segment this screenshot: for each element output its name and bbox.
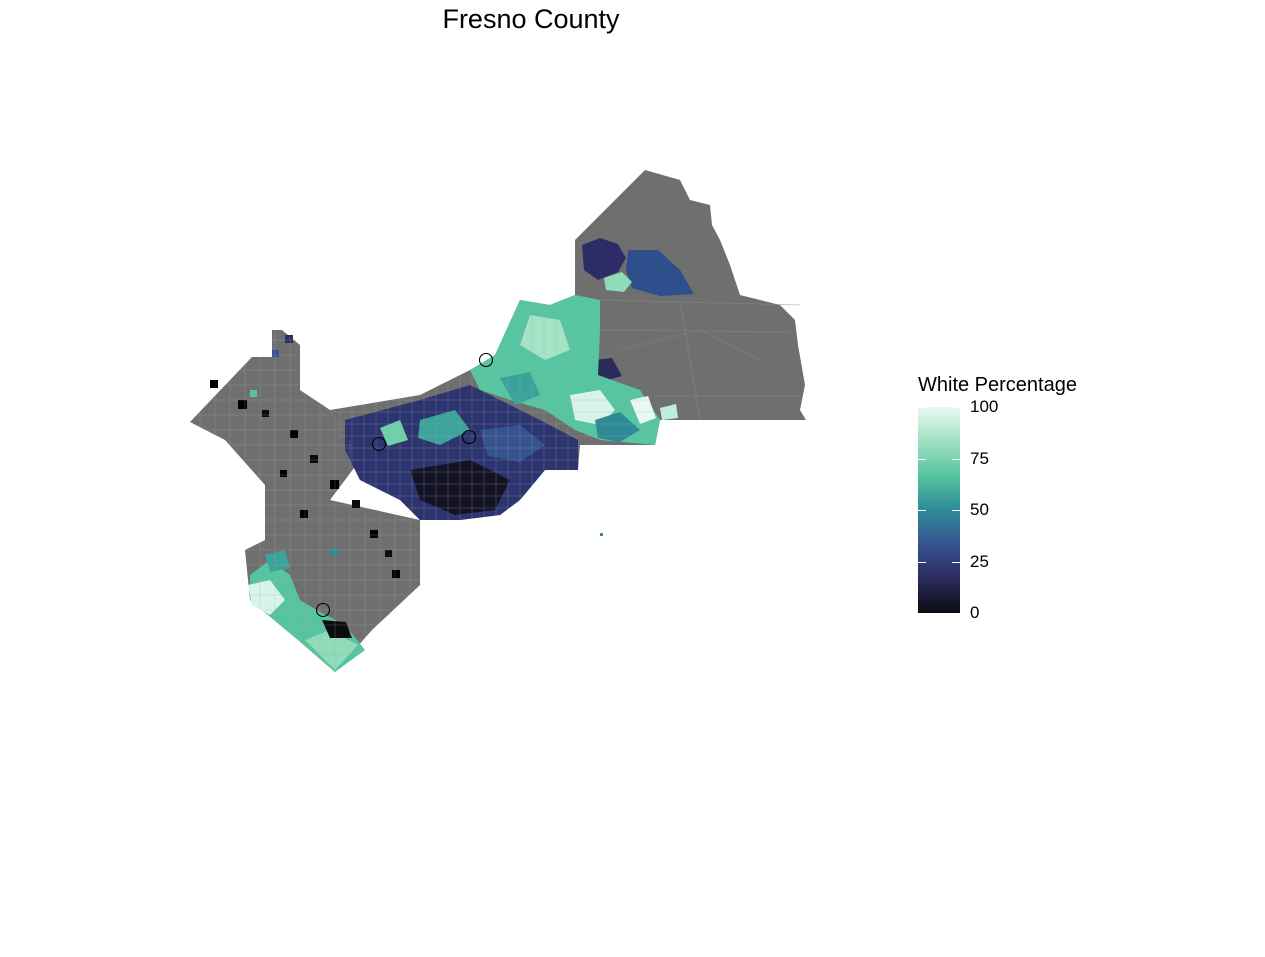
tract-w10 (370, 530, 378, 538)
marker-center (461, 429, 477, 445)
legend-tick-mark (952, 458, 960, 460)
tract-w16 (385, 550, 392, 557)
small-outlier-parcel (600, 533, 603, 536)
tract-w2 (238, 400, 247, 409)
legend-tick-label: 50 (970, 500, 989, 519)
marker-north (478, 352, 494, 368)
tract-southwest-pale (248, 580, 285, 615)
legend-tick-label: 75 (970, 448, 989, 468)
tract-w15 (392, 570, 400, 578)
tract-southwest-black (322, 620, 352, 638)
tract-metro-mint (380, 420, 408, 446)
legend-tick-mark (952, 613, 960, 614)
tract-north-lake (582, 238, 626, 280)
tract-mid-dark (594, 358, 622, 382)
legend-tick-mark (952, 407, 960, 408)
marker-west (371, 436, 387, 452)
tract-w14 (285, 335, 293, 343)
tract-foothills-light (520, 315, 570, 360)
tract-patches (210, 238, 694, 672)
tract-foothills-teal (595, 412, 640, 442)
legend-title: White Percentage (918, 374, 1077, 396)
tract-w13 (272, 350, 279, 357)
tract-w12 (250, 390, 257, 397)
tract-w3 (262, 410, 269, 417)
tract-metro (345, 385, 578, 520)
tract-w5 (310, 455, 318, 463)
tract-w11 (330, 548, 338, 556)
tract-w8 (352, 500, 360, 508)
tract-w1 (210, 380, 218, 388)
legend-tick-mark (952, 510, 960, 511)
legend-tick-label: 0 (970, 603, 980, 622)
legend-tick-label: 100 (970, 397, 999, 416)
legend-tick-mark (918, 561, 926, 563)
east-roads (599, 299, 801, 421)
tract-small-lake (604, 272, 632, 292)
marker-southwest (315, 602, 331, 618)
map-title: Fresno County (442, 4, 620, 34)
tract-southwest-teal (265, 550, 290, 572)
legend-tick-label: 25 (970, 551, 989, 571)
legend-tick-mark (918, 510, 926, 511)
tract-big-lake (626, 250, 694, 296)
legend-tick-mark (918, 613, 926, 614)
tract-east-pale (660, 404, 678, 420)
legend-tick-mark (918, 458, 926, 460)
tract-metro-teal (418, 410, 470, 445)
east-sierra (575, 170, 806, 420)
tract-metro-blue (480, 425, 545, 462)
circle-markers (315, 352, 494, 618)
legend-tick-mark (952, 561, 960, 563)
legend-tick-mark (918, 407, 926, 408)
tract-w4 (290, 430, 298, 438)
tract-w9 (300, 510, 308, 518)
tract-foothills-pale2 (630, 396, 656, 424)
tract-foothills-pale (570, 390, 615, 425)
tract-w6 (280, 470, 287, 477)
tract-w7 (330, 480, 339, 489)
legend: White Percentage 100 75 50 25 0 (918, 374, 1118, 634)
